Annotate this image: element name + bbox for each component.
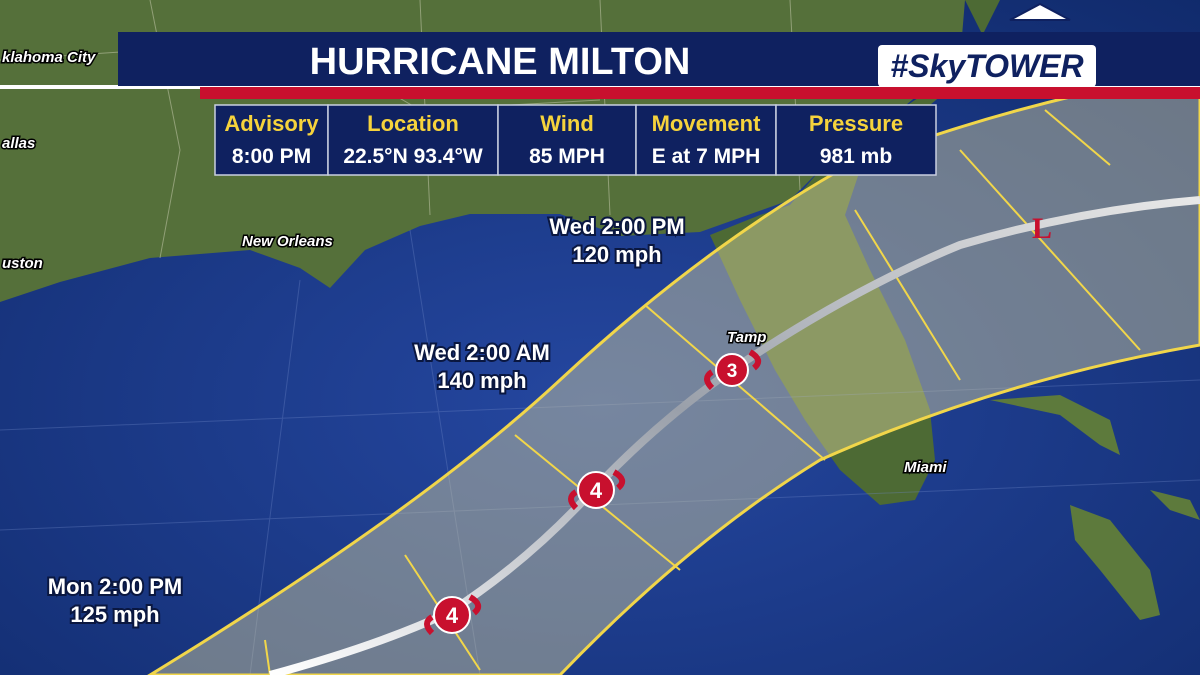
column-value: E at 7 MPH — [652, 145, 761, 168]
column-value: 981 mb — [820, 145, 892, 168]
forecast-time: Wed 2:00 AM — [414, 340, 550, 365]
storm-category: 4 — [446, 603, 459, 628]
forecast-time: Mon 2:00 PM — [48, 574, 182, 599]
table-cell — [327, 104, 499, 176]
column-value: 8:00 PM — [232, 145, 311, 168]
city-label: uston — [2, 255, 43, 272]
logo-tower — [1009, 2, 1071, 21]
column-header: Pressure — [809, 111, 903, 136]
forecast-wind: 140 mph — [437, 368, 526, 393]
forecast-wind: 120 mph — [572, 242, 661, 267]
forecast-time: Wed 2:00 PM — [549, 214, 684, 239]
city-label: Tamp — [727, 329, 766, 346]
column-header: Wind — [540, 111, 594, 136]
city-label: New Orleans — [242, 233, 333, 250]
forecast-cone — [147, 68, 1200, 675]
city-label: klahoma City — [2, 49, 96, 66]
table-cell — [775, 104, 937, 176]
storm-category: 4 — [590, 478, 603, 503]
column-header: Advisory — [224, 111, 319, 136]
table-cell — [497, 104, 637, 176]
storm-icon: 4 — [568, 469, 626, 511]
island-cuba — [1070, 505, 1160, 620]
logo: #SkyTOWER — [890, 48, 1083, 84]
storm-icon: 4 — [424, 594, 482, 636]
storm-icon: 3 — [704, 349, 762, 391]
column-value: 22.5°N 93.4°W — [343, 145, 483, 168]
city-label: Miami — [904, 459, 947, 476]
logo-box — [878, 45, 1096, 87]
icons: 4 4 3 L — [424, 212, 1052, 636]
island-bahamas — [990, 395, 1200, 520]
storm-category: 3 — [727, 361, 738, 382]
low-marker: L — [1032, 212, 1052, 245]
column-header: Movement — [652, 111, 761, 136]
title: HURRICANE MILTON — [310, 41, 691, 83]
column-value: 85 MPH — [529, 145, 605, 168]
forecast-wind: 125 mph — [70, 602, 159, 627]
land-east — [0, 0, 1000, 505]
column-header: Location — [367, 111, 459, 136]
table-cell — [635, 104, 777, 176]
header-stripe — [200, 87, 1200, 99]
city-label: allas — [2, 135, 35, 152]
advisory-table: Advisory 8:00 PM Location 22.5°N 93.4°W Wind… — [214, 104, 937, 176]
